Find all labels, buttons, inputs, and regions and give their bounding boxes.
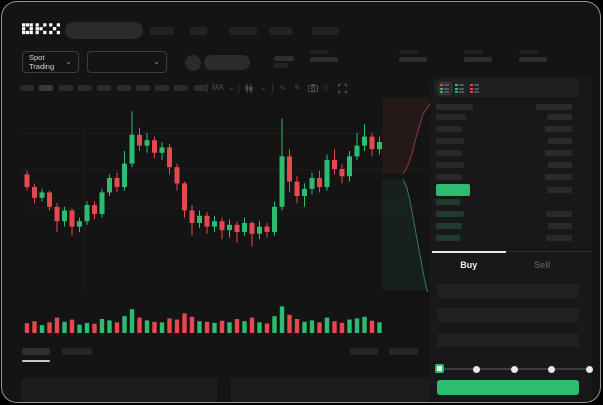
total-input[interactable] bbox=[437, 333, 579, 347]
nav-item[interactable] bbox=[150, 27, 174, 35]
candlestick-chart[interactable] bbox=[20, 98, 431, 294]
active-tab-underline bbox=[22, 360, 50, 362]
search-input[interactable] bbox=[65, 22, 143, 39]
ask-price-skeleton bbox=[436, 150, 462, 156]
fullscreen-icon[interactable] bbox=[338, 84, 347, 93]
ob-header-price bbox=[436, 104, 473, 110]
ask-amount-skeleton bbox=[547, 114, 572, 120]
nav-item[interactable] bbox=[269, 27, 292, 35]
timeframe-button[interactable] bbox=[77, 85, 92, 91]
slider-stop[interactable] bbox=[473, 365, 480, 373]
stat-label-skeleton bbox=[310, 50, 329, 54]
okx-logo bbox=[22, 23, 60, 35]
timeframe-button[interactable] bbox=[20, 85, 34, 91]
ask-amount-skeleton bbox=[545, 174, 572, 180]
timeframe-button[interactable] bbox=[155, 85, 170, 91]
stat-value-skeleton bbox=[399, 57, 427, 62]
buy-confirm-button[interactable] bbox=[437, 380, 579, 395]
timeframe-button[interactable] bbox=[174, 85, 189, 91]
price-sub-bar bbox=[274, 63, 288, 68]
timeframe-button[interactable] bbox=[39, 85, 54, 91]
ask-price-skeleton bbox=[436, 114, 466, 120]
nav-item[interactable] bbox=[190, 27, 207, 35]
settings-icon[interactable]: ◇ bbox=[323, 83, 330, 92]
ask-amount-skeleton bbox=[548, 162, 572, 168]
bid-price-skeleton bbox=[436, 211, 464, 217]
stat-label-skeleton bbox=[519, 50, 538, 54]
slider-stop[interactable] bbox=[510, 365, 518, 373]
market-type-label: Spot Trading bbox=[29, 53, 55, 71]
orders-panel-skeleton bbox=[21, 378, 218, 402]
slider-stop[interactable] bbox=[548, 365, 555, 373]
chart-bottom-tab-right[interactable] bbox=[350, 348, 378, 355]
book-bids-icon[interactable] bbox=[454, 83, 466, 94]
bid-amount-skeleton bbox=[546, 235, 572, 241]
tab-sell[interactable]: Sell bbox=[534, 260, 551, 270]
ask-amount-skeleton bbox=[545, 126, 572, 132]
timeframe-button[interactable] bbox=[97, 85, 112, 91]
chevron-down-icon: ⌄ bbox=[153, 57, 160, 66]
ask-price-skeleton bbox=[436, 126, 462, 132]
timeframe-button[interactable] bbox=[135, 85, 150, 91]
buy-sell-tabs: Buy Sell bbox=[432, 251, 579, 271]
bid-price-skeleton bbox=[436, 223, 462, 229]
draw-tool-icon[interactable]: ✎ bbox=[294, 83, 301, 92]
pair-action-button[interactable] bbox=[204, 55, 250, 70]
chart-bottom-tab-active[interactable] bbox=[22, 348, 50, 355]
price-input[interactable] bbox=[437, 284, 579, 298]
market-type-select[interactable]: Spot Trading ⌄ bbox=[22, 51, 79, 73]
stat-label-skeleton bbox=[464, 50, 483, 54]
amount-input[interactable] bbox=[437, 308, 579, 322]
ask-amount-skeleton bbox=[545, 150, 572, 156]
line-tool-icon[interactable]: ∿ bbox=[279, 83, 286, 92]
chevron-down-icon[interactable]: ⌄ bbox=[260, 83, 267, 92]
bid-amount-skeleton bbox=[546, 211, 572, 217]
nav-item[interactable] bbox=[312, 27, 339, 35]
book-asks-icon[interactable] bbox=[469, 83, 481, 94]
history-panel-skeleton bbox=[230, 378, 430, 402]
nav-item[interactable] bbox=[229, 27, 257, 35]
camera-icon[interactable] bbox=[308, 84, 318, 92]
volume-pane bbox=[20, 297, 430, 335]
ask-amount-skeleton bbox=[548, 138, 572, 144]
chevron-down-icon[interactable]: ⌄ bbox=[228, 83, 235, 92]
chart-bottom-tab[interactable] bbox=[62, 348, 92, 355]
token-icon bbox=[185, 55, 201, 71]
stat-label-skeleton bbox=[399, 50, 418, 54]
bid-price-skeleton bbox=[436, 235, 460, 241]
chart-bottom-tab-right[interactable] bbox=[389, 348, 418, 355]
candle-type-icon[interactable] bbox=[245, 84, 253, 93]
chevron-down-icon: ⌄ bbox=[65, 57, 72, 66]
bid-price-skeleton bbox=[436, 199, 460, 205]
tab-buy[interactable]: Buy bbox=[432, 251, 506, 271]
ob-header-amount bbox=[536, 104, 572, 110]
stat-value-skeleton bbox=[310, 57, 338, 62]
ask-price-skeleton bbox=[436, 174, 462, 180]
last-price-highlight[interactable] bbox=[436, 184, 470, 196]
last-price-amount bbox=[547, 187, 572, 193]
timeframe-button[interactable] bbox=[116, 85, 131, 91]
ask-price-skeleton bbox=[436, 138, 464, 144]
timeframe-button[interactable] bbox=[193, 85, 208, 91]
slider-stop[interactable] bbox=[585, 365, 593, 373]
price-value-bar bbox=[274, 56, 294, 61]
book-combined-icon[interactable] bbox=[438, 82, 452, 95]
stat-value-skeleton bbox=[519, 57, 547, 62]
timeframe-button[interactable] bbox=[58, 85, 73, 91]
pair-select[interactable]: ⌄ bbox=[87, 51, 167, 73]
slider-handle[interactable] bbox=[434, 364, 444, 373]
bid-amount-skeleton bbox=[548, 223, 572, 229]
ask-price-skeleton bbox=[436, 162, 464, 168]
indicators-button[interactable]: MA bbox=[212, 83, 224, 92]
stat-value-skeleton bbox=[464, 57, 492, 62]
